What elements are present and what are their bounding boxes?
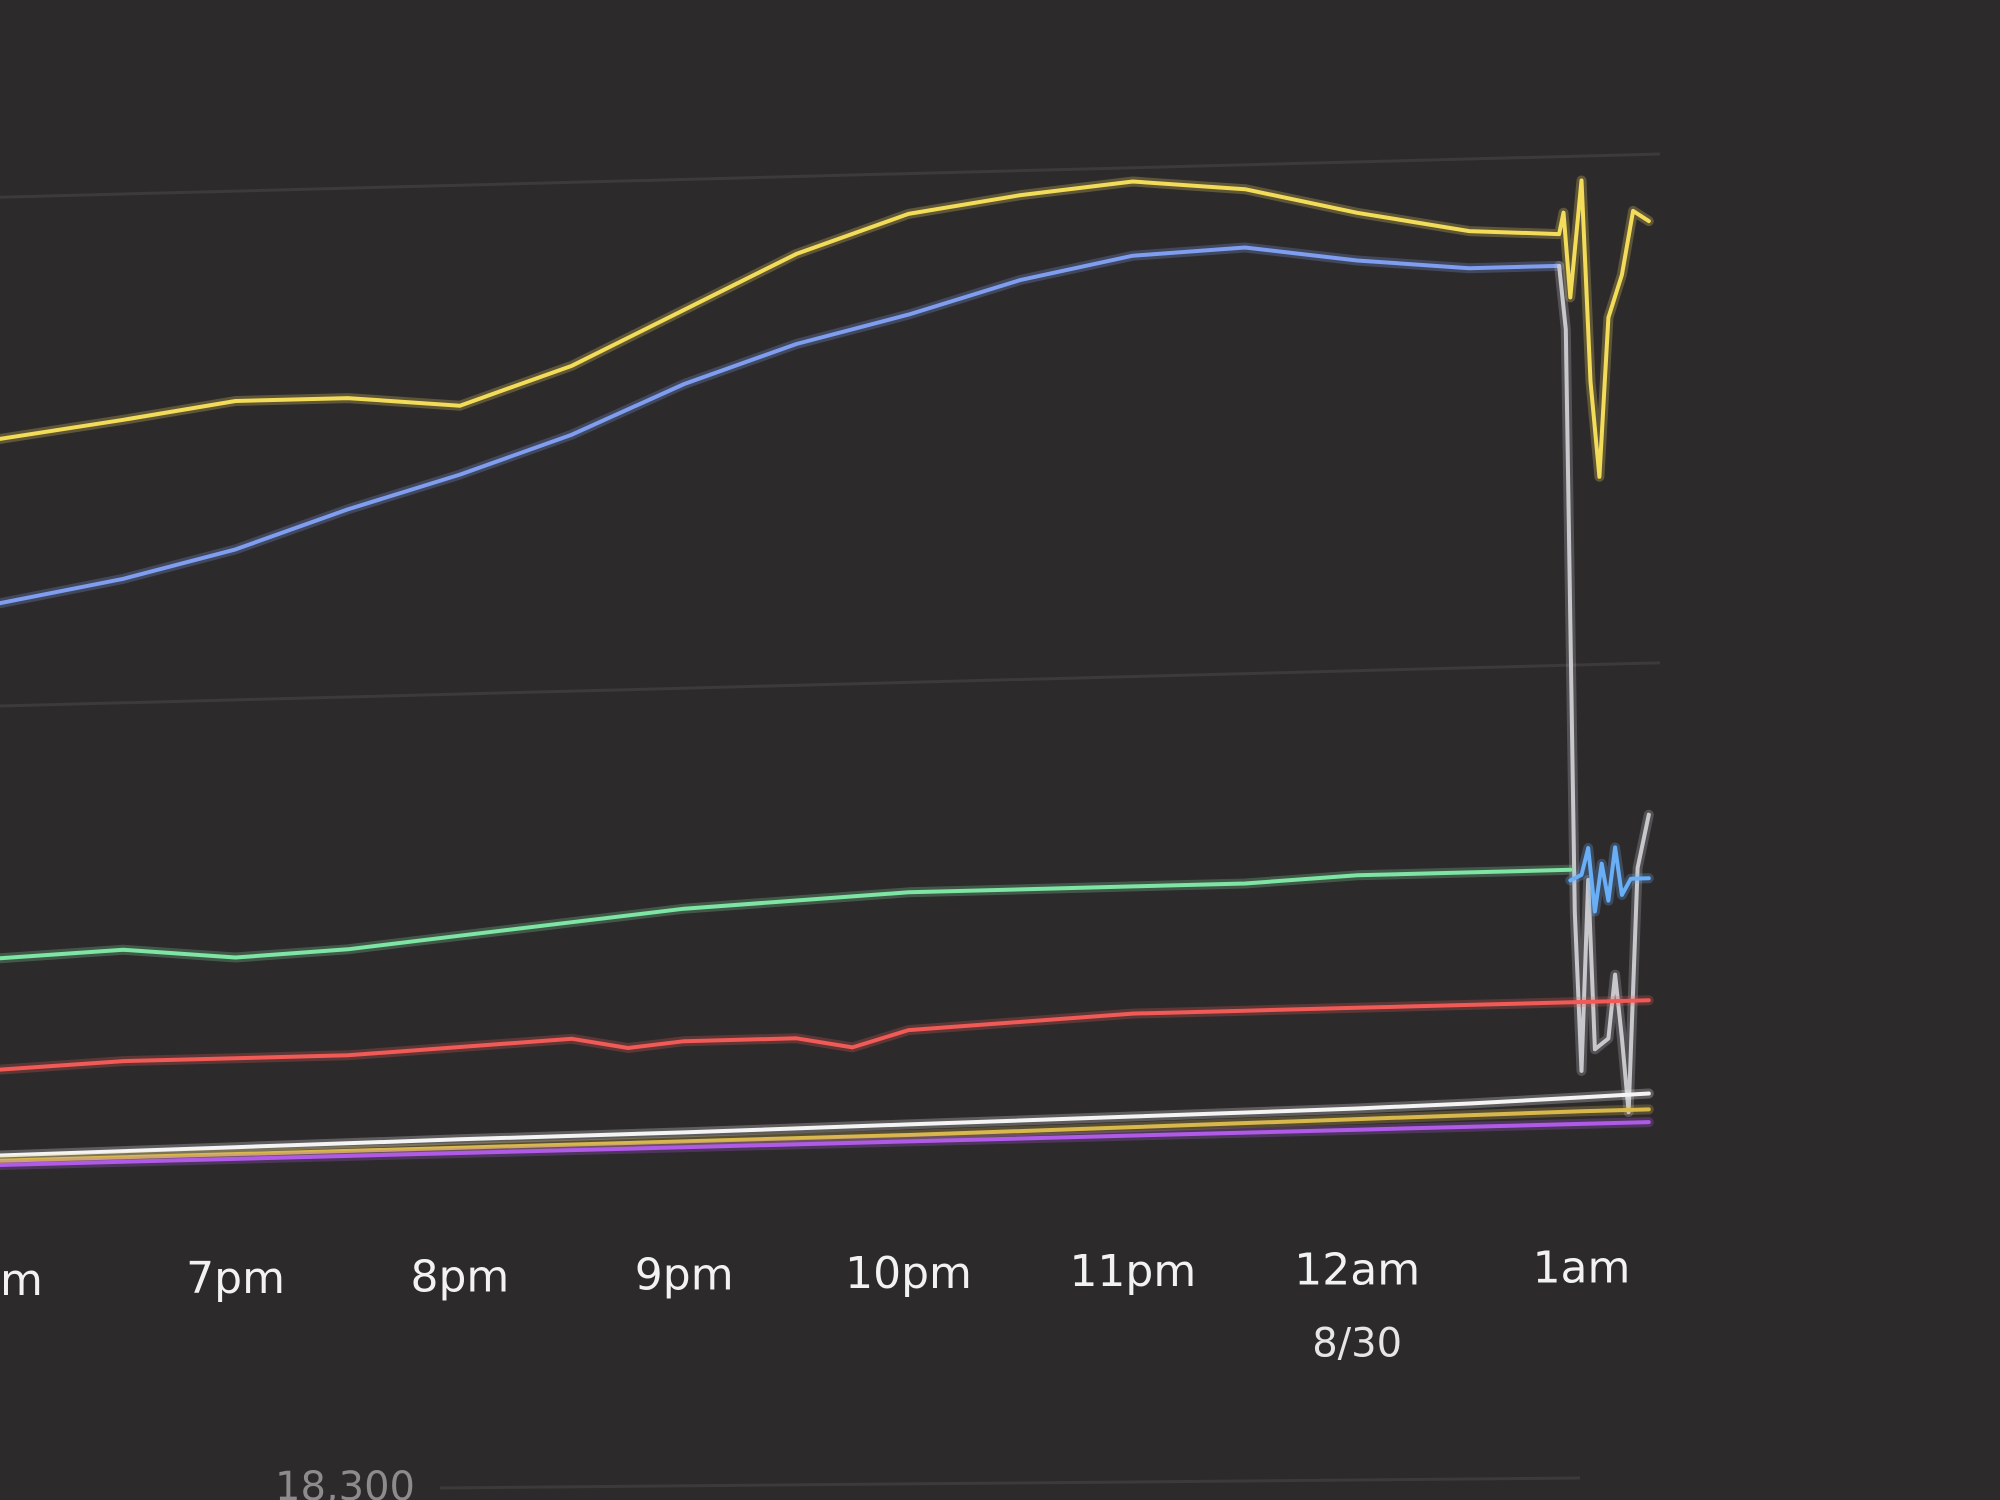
series-0-line bbox=[0, 178, 1651, 479]
series-4-line bbox=[0, 867, 1573, 961]
y-gridline-1 bbox=[0, 661, 1661, 708]
series-2-line bbox=[1557, 263, 1651, 1115]
x-axis: m 7pm 8pm 9pm 10pm 11pm 12am 1am bbox=[0, 1243, 1630, 1306]
series-4-glow bbox=[0, 864, 1576, 964]
x-tick-label-1: 7pm bbox=[186, 1253, 285, 1304]
x-tick-label-2: 8pm bbox=[410, 1251, 509, 1302]
series-7-line bbox=[0, 1107, 1651, 1163]
lower-panel-tick-label: 18,300 bbox=[275, 1464, 415, 1500]
series-5-line bbox=[0, 998, 1651, 1072]
series-1-line bbox=[0, 245, 1562, 606]
x-tick-label-7: 1am bbox=[1533, 1243, 1631, 1294]
x-tick-label-4: 10pm bbox=[845, 1248, 972, 1299]
series-6-line bbox=[0, 1091, 1651, 1158]
series-3-line bbox=[1568, 845, 1651, 914]
x-tick-label-5: 11pm bbox=[1069, 1246, 1196, 1297]
series-layer bbox=[0, 175, 1654, 1170]
chart-grid bbox=[0, 152, 1661, 708]
x-tick-label-3: 9pm bbox=[635, 1250, 734, 1301]
lower-panel: 18,300 bbox=[275, 1464, 1581, 1500]
x-tick-label-6: 12am bbox=[1294, 1244, 1420, 1295]
x-axis-date-label: 8/30 bbox=[1312, 1320, 1402, 1366]
x-tick-label-0: m bbox=[0, 1255, 43, 1306]
series-0-glow bbox=[0, 175, 1654, 482]
lower-panel-gridline bbox=[439, 1476, 1581, 1490]
y-gridline-0 bbox=[0, 152, 1661, 199]
series-8-line bbox=[0, 1120, 1651, 1167]
